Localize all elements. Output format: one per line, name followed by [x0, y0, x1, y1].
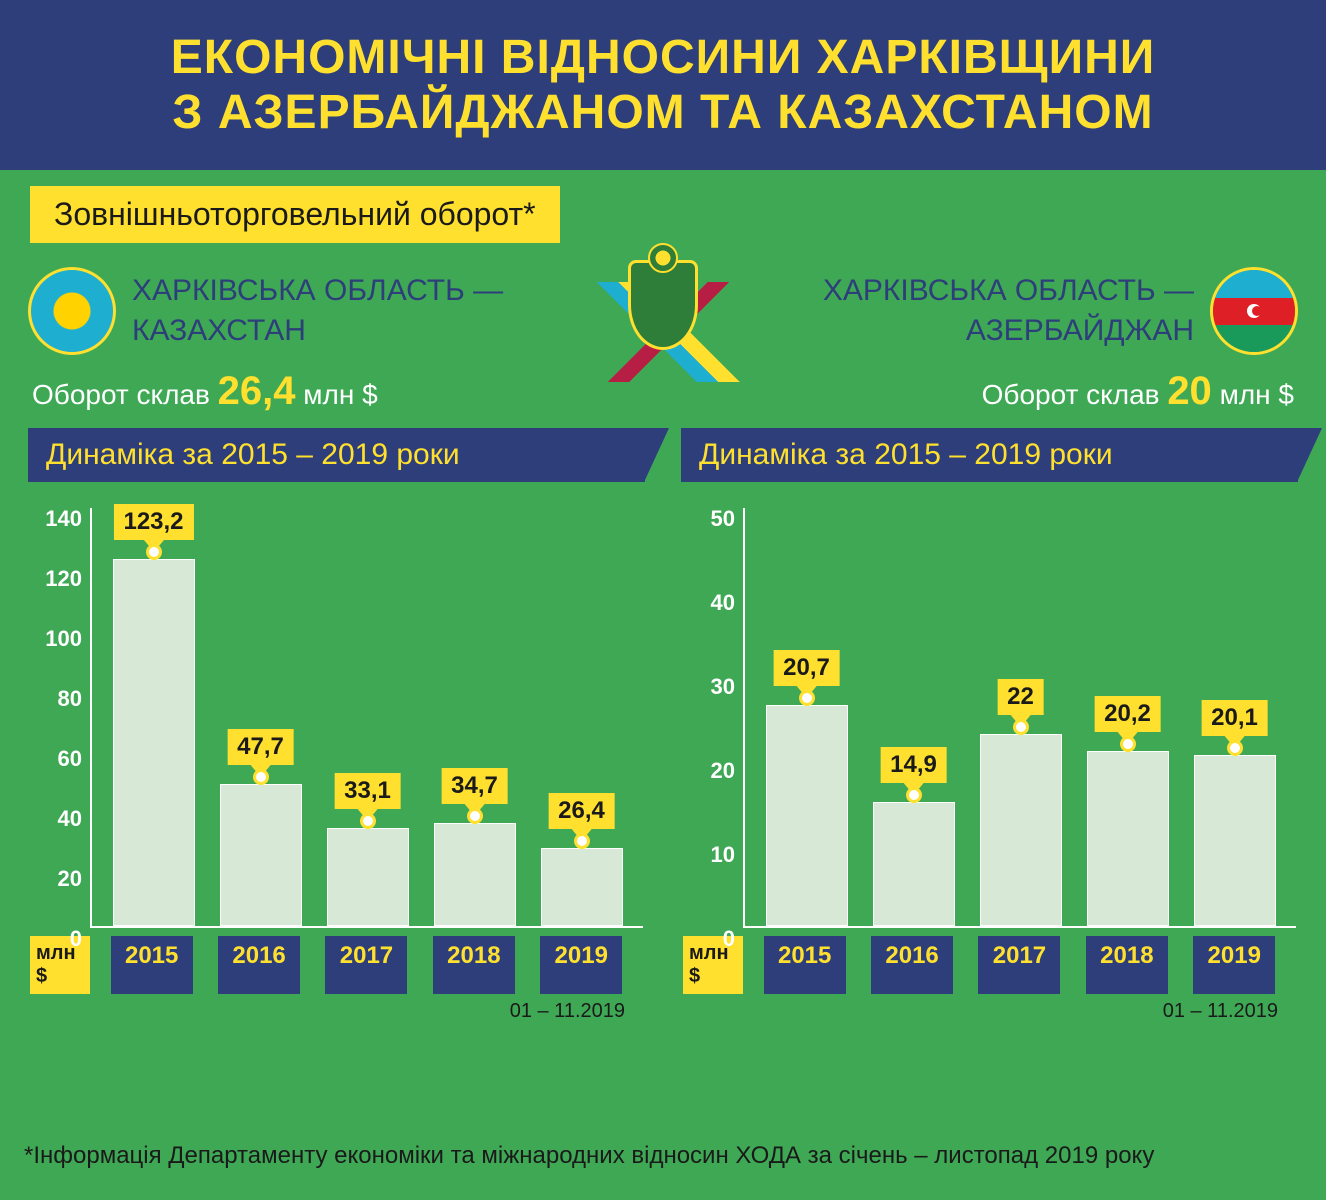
bar-marker-icon [1227, 740, 1243, 756]
flag-kazakhstan-icon [28, 267, 116, 355]
x-labels: 2015 2016 2017 2018 2019 [90, 936, 643, 994]
dynamics-banner-az: Динаміка за 2015 – 2019 роки [681, 428, 1298, 482]
country-label-line2: КАЗАХСТАН [132, 311, 503, 352]
turnover-value: 26,4 [218, 369, 296, 413]
bar: 20,1 [1194, 755, 1276, 926]
turnover-az: Оборот склав 20 млн $ [673, 361, 1306, 428]
x-label: 2017 [325, 936, 407, 994]
bar-value-label: 20,1 [1201, 700, 1268, 736]
x-label: 2019 [1193, 936, 1275, 994]
turnover-suffix: млн $ [296, 379, 378, 410]
bar-value-label: 22 [997, 679, 1044, 715]
date-note-az: 01 – 11.2019 [683, 994, 1296, 1023]
country-header-kz: ХАРКІВСЬКА ОБЛАСТЬ — КАЗАХСТАН [20, 257, 653, 361]
bar-marker-icon [1120, 736, 1136, 752]
x-label: 2016 [218, 936, 300, 994]
section-title: Зовнішньоторговельний оборот* [30, 186, 560, 243]
title-line2: З АЗЕРБАЙДЖАНОМ ТА КАЗАХСТАНОМ [20, 85, 1306, 140]
bar-marker-icon [467, 808, 483, 824]
chart-wrap-kz: 020406080100120140 123,2 47,7 33,1 34,7 26,4… [20, 482, 653, 1035]
bar-value-label: 34,7 [441, 768, 508, 804]
bar: 33,1 [327, 828, 409, 927]
x-label: 2015 [764, 936, 846, 994]
x-row: млн $ 20152016201720182019 [30, 936, 643, 994]
bar-marker-icon [574, 833, 590, 849]
bar: 22 [980, 734, 1062, 926]
bar: 34,7 [434, 823, 516, 927]
x-label: 2015 [111, 936, 193, 994]
plot-area: 123,2 47,7 33,1 34,7 26,4 [90, 508, 643, 928]
title-line1: ЕКОНОМІЧНІ ВІДНОСИНИ ХАРКІВЩИНИ [20, 30, 1306, 85]
bar-value-label: 20,7 [773, 650, 840, 686]
bar-marker-icon [253, 769, 269, 785]
x-label: 2019 [540, 936, 622, 994]
country-label-line1: ХАРКІВСЬКА ОБЛАСТЬ — [823, 271, 1194, 312]
y-axis: 01020304050 [683, 508, 743, 928]
bar-value-label: 33,1 [334, 773, 401, 809]
x-labels: 2015 2016 2017 2018 2019 [743, 936, 1296, 994]
bar-value-label: 47,7 [227, 729, 294, 765]
chart-az: 01020304050 20,7 14,9 22 20,2 20,1 [683, 508, 1296, 928]
bar: 14,9 [873, 802, 955, 927]
x-row: млн $ 20152016201720182019 [683, 936, 1296, 994]
plot-area: 20,7 14,9 22 20,2 20,1 [743, 508, 1296, 928]
infographic-page: ЕКОНОМІЧНІ ВІДНОСИНИ ХАРКІВЩИНИ З АЗЕРБА… [0, 0, 1326, 1200]
x-label: 2016 [871, 936, 953, 994]
page-title: ЕКОНОМІЧНІ ВІДНОСИНИ ХАРКІВЩИНИ З АЗЕРБА… [0, 0, 1326, 170]
bar-value-label: 14,9 [880, 747, 947, 783]
bar-marker-icon [146, 544, 162, 560]
x-label: 2018 [433, 936, 515, 994]
bar-marker-icon [360, 813, 376, 829]
turnover-kz: Оборот склав 26,4 млн $ [20, 361, 653, 428]
bar-value-label: 20,2 [1094, 696, 1161, 732]
country-label-line1: ХАРКІВСЬКА ОБЛАСТЬ — [132, 271, 503, 312]
column-azerbaijan: ХАРКІВСЬКА ОБЛАСТЬ — АЗЕРБАЙДЖАН Оборот … [673, 257, 1306, 1035]
x-label: 2017 [978, 936, 1060, 994]
flag-azerbaijan-icon [1210, 267, 1298, 355]
country-header-az: ХАРКІВСЬКА ОБЛАСТЬ — АЗЕРБАЙДЖАН [673, 257, 1306, 361]
column-kazakhstan: ХАРКІВСЬКА ОБЛАСТЬ — КАЗАХСТАН Оборот ск… [20, 257, 653, 1035]
turnover-prefix: Оборот склав [32, 379, 218, 410]
footnote: *Інформація Департаменту економіки та мі… [24, 1142, 1302, 1170]
bar: 20,7 [766, 705, 848, 927]
bar-value-label: 123,2 [113, 504, 193, 540]
chart-kz: 020406080100120140 123,2 47,7 33,1 34,7 26,4 [30, 508, 643, 928]
bar: 123,2 [113, 559, 195, 927]
dynamics-banner-kz: Динаміка за 2015 – 2019 роки [28, 428, 645, 482]
y-axis: 020406080100120140 [30, 508, 90, 928]
chart-wrap-az: 01020304050 20,714,92220,220,1 млн $ 201… [673, 482, 1306, 1035]
bar: 26,4 [541, 848, 623, 927]
country-label-az: ХАРКІВСЬКА ОБЛАСТЬ — АЗЕРБАЙДЖАН [823, 271, 1194, 352]
bar: 47,7 [220, 784, 302, 926]
turnover-prefix: Оборот склав [982, 379, 1168, 410]
bar-marker-icon [1013, 719, 1029, 735]
date-note-kz: 01 – 11.2019 [30, 994, 643, 1023]
turnover-suffix: млн $ [1212, 379, 1294, 410]
turnover-value: 20 [1167, 369, 1212, 413]
bar-marker-icon [799, 690, 815, 706]
x-label: 2018 [1086, 936, 1168, 994]
country-label-kz: ХАРКІВСЬКА ОБЛАСТЬ — КАЗАХСТАН [132, 271, 503, 352]
bar-value-label: 26,4 [548, 793, 615, 829]
country-label-line2: АЗЕРБАЙДЖАН [823, 311, 1194, 352]
bar: 20,2 [1087, 751, 1169, 927]
bar-marker-icon [906, 787, 922, 803]
